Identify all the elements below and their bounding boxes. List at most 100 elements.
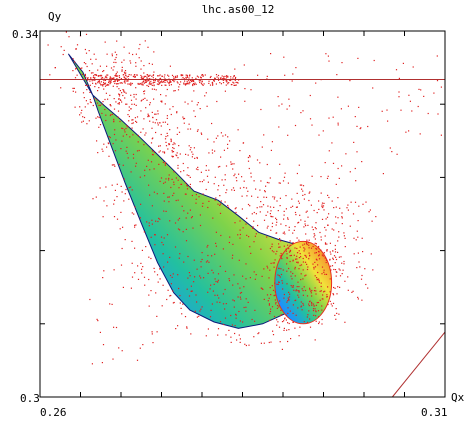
scatter-point [152,154,154,156]
scatter-point [211,82,213,84]
scatter-point [188,79,190,81]
scatter-point [153,267,155,269]
scatter-point [189,149,191,151]
scatter-point [137,265,139,267]
scatter-point [323,252,325,254]
scatter-point [113,61,115,63]
scatter-point [233,175,235,177]
scatter-point [318,245,320,248]
scatter-point [108,84,110,86]
scatter-point [362,251,364,253]
scatter-point [339,207,341,209]
scatter-point [83,62,85,64]
scatter-point [266,236,268,238]
scatter-point [302,110,304,112]
scatter-point [302,257,304,260]
scatter-point [115,56,117,59]
scatter-point [427,112,429,115]
scatter-point [101,148,103,150]
scatter-point [164,84,166,86]
scatter-point [279,255,281,257]
scatter-point [270,216,272,218]
scatter-point [153,88,155,90]
scatter-point [310,292,312,294]
scatter-point [171,149,173,152]
scatter-point [287,322,289,324]
scatter-point [130,74,132,76]
scatter-point [362,203,364,205]
scatter-point [135,98,137,100]
scatter-point [314,287,316,289]
scatter-point [191,194,193,197]
scatter-point [318,280,320,282]
scatter-point [331,305,333,307]
scatter-point [228,329,230,331]
scatter-point [287,340,289,343]
scatter-point [239,341,241,343]
scatter-point [245,263,247,265]
scatter-point [207,138,209,140]
scatter-point [126,152,128,154]
scatter-point [269,206,272,208]
scatter-point [274,291,276,293]
scatter-point [234,332,236,335]
scatter-point [304,275,306,277]
scatter-point [199,108,201,110]
scatter-point [195,294,197,296]
scatter-point [113,118,115,120]
scatter-point [227,76,229,78]
scatter-point [172,302,174,304]
scatter-point [237,82,239,84]
scatter-point [173,90,175,92]
scatter-point [174,246,177,248]
scatter-point [219,82,221,84]
scatter-point [86,65,88,68]
scatter-point [345,153,347,155]
scatter-point [233,75,235,77]
scatter-point [163,182,165,184]
resonance-island [274,240,333,325]
scatter-point [235,317,237,319]
scatter-point [317,301,320,304]
scatter-point [211,152,214,154]
scatter-point [142,266,144,268]
scatter-point [119,93,121,96]
scatter-point [329,258,331,260]
scatter-point [325,53,327,55]
scatter-point [302,304,305,306]
scatter-point [289,293,291,295]
scatter-point [337,96,339,98]
scatter-point [335,183,337,185]
scatter-point [131,127,133,129]
scatter-point [223,76,225,78]
scatter-point [132,75,134,77]
scatter-point [326,216,329,218]
scatter-point [322,294,324,296]
scatter-point [324,243,327,245]
scatter-point [106,76,108,78]
scatter-point [177,199,179,201]
scatter-point [168,174,170,176]
scatter-point [372,269,374,271]
scatter-point [318,247,320,249]
scatter-point [177,167,179,169]
scatter-point [323,291,325,293]
scatter-point [166,117,168,119]
scatter-point [149,78,151,80]
scatter-point [208,152,210,154]
scatter-point [127,80,129,82]
scatter-point [187,154,189,156]
scatter-point [156,315,158,317]
scatter-point [284,318,286,320]
scatter-point [248,236,250,238]
scatter-point [164,103,166,105]
scatter-point [315,320,317,322]
scatter-point [315,228,317,230]
scatter-point [308,244,310,246]
scatter-point [267,211,269,213]
scatter-point [173,79,175,81]
scatter-point [145,79,147,81]
scatter-point [94,79,96,81]
scatter-point [198,80,200,82]
scatter-point [437,113,439,115]
